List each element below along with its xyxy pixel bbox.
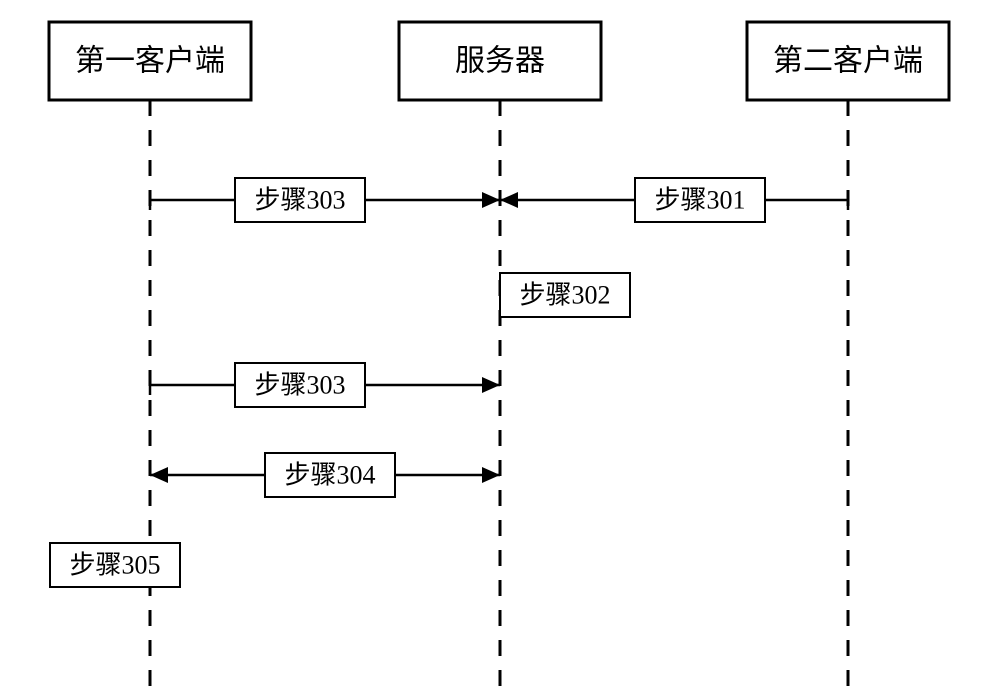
step-box-m3-0: 步骤303 [235, 363, 365, 407]
arrowhead-m4-0-from [150, 467, 168, 483]
participant-label-client2: 第二客户端 [773, 45, 923, 78]
stepboxes-layer: 步骤303 步骤301 步骤302 步骤303 步骤304 步骤305 [50, 178, 765, 587]
step-box-m4-0: 步骤304 [265, 453, 395, 497]
step-label: 步骤302 [519, 281, 610, 310]
step-box-m1-1: 步骤301 [635, 178, 765, 222]
arrowhead-m1-0-to [482, 192, 500, 208]
participant-server: 服务器 [399, 22, 601, 100]
step-label: 步骤301 [654, 186, 745, 215]
participant-client2: 第二客户端 [747, 22, 949, 100]
step-label: 步骤304 [284, 461, 375, 490]
step-label: 步骤303 [254, 186, 345, 215]
step-box-m1-0: 步骤303 [235, 178, 365, 222]
arrowhead-m4-0-to [482, 467, 500, 483]
arrowhead-m1-1-to [500, 192, 518, 208]
arrowhead-m3-0-to [482, 377, 500, 393]
sequence-diagram: 第一客户端服务器第二客户端 步骤303步骤301步骤302步骤303步骤304步… [0, 0, 1000, 693]
step-label: 步骤305 [69, 551, 160, 580]
participant-label-client1: 第一客户端 [75, 45, 225, 78]
step-box-m5-0: 步骤305 [50, 543, 180, 587]
step-label: 步骤303 [254, 371, 345, 400]
participant-label-server: 服务器 [455, 45, 545, 78]
participant-client1: 第一客户端 [49, 22, 251, 100]
step-box-m2-0: 步骤302 [500, 273, 630, 317]
participants-layer: 第一客户端 服务器 第二客户端 [49, 22, 949, 100]
